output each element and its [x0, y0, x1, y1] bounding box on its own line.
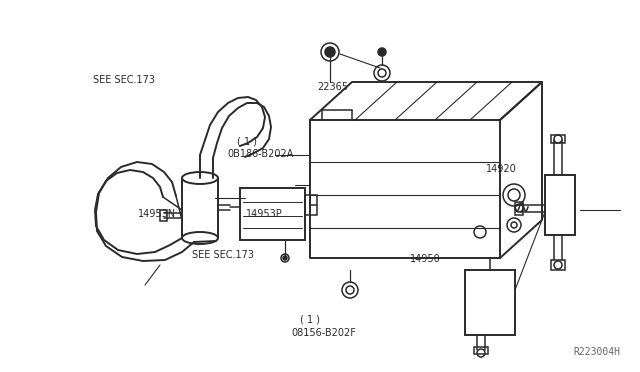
Bar — [465, 270, 515, 335]
Bar — [160, 210, 167, 221]
Text: SEE SEC.173: SEE SEC.173 — [192, 250, 254, 260]
Bar — [515, 202, 523, 215]
Text: ( 1 ): ( 1 ) — [300, 315, 319, 325]
Text: 14950: 14950 — [410, 254, 440, 263]
Bar — [545, 175, 575, 235]
Bar — [474, 347, 488, 354]
Text: 14953P: 14953P — [246, 209, 283, 219]
Text: 14953N: 14953N — [138, 209, 176, 219]
Text: SEE SEC.173: SEE SEC.173 — [93, 75, 155, 85]
Bar — [551, 260, 565, 270]
Text: 08156-B202F: 08156-B202F — [291, 328, 356, 338]
Text: 22365: 22365 — [317, 83, 348, 92]
Bar — [305, 195, 317, 215]
Circle shape — [283, 256, 287, 260]
Text: R223004H: R223004H — [574, 347, 621, 357]
Text: 14920: 14920 — [486, 164, 517, 174]
Bar — [551, 135, 565, 143]
Circle shape — [325, 47, 335, 57]
Text: ( 1 ): ( 1 ) — [237, 137, 257, 146]
Text: 0B186-B202A: 0B186-B202A — [227, 150, 294, 159]
Bar — [240, 188, 305, 240]
Circle shape — [378, 48, 386, 56]
